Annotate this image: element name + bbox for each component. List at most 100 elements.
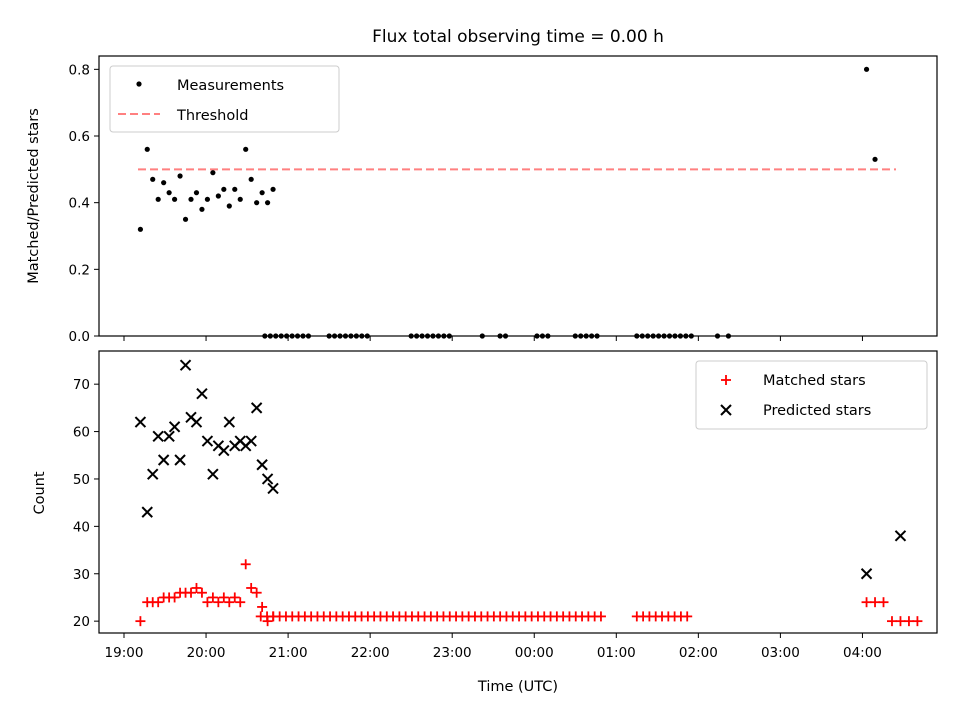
predicted-point-b [185, 411, 197, 424]
measurement-point [278, 333, 284, 339]
measurement-point [237, 196, 243, 202]
legend-predicted-label: Predicted stars [763, 403, 871, 419]
measurement-point [572, 333, 578, 339]
predicted-point-b [201, 435, 214, 447]
bottom-legend-box [695, 360, 928, 430]
matched-point [229, 592, 240, 603]
measurement-point [232, 186, 238, 192]
top-y-tick-label: 0.0 [69, 329, 90, 345]
measurement-point [683, 333, 689, 339]
top-y-tick-label: 0.8 [69, 62, 90, 78]
predicted-point [190, 416, 203, 428]
predicted-point-b [163, 430, 175, 443]
predicted-point [218, 444, 230, 457]
predicted-point [152, 430, 164, 443]
measurement-point [144, 146, 150, 152]
legend-measurement-marker [136, 81, 142, 87]
measurement-point [419, 333, 425, 339]
measurement-point [479, 333, 485, 339]
matched-point [595, 611, 606, 622]
measurement-point [353, 333, 359, 339]
measurement-point [264, 200, 271, 206]
measurement-point [259, 190, 265, 196]
measurement-point [248, 176, 254, 182]
measurement-point [243, 146, 249, 152]
measurement-point [534, 333, 540, 339]
top-y-tick-label: 0.4 [69, 196, 90, 212]
x-axis-label: Time (UTC) [477, 679, 558, 695]
matched-point [251, 587, 262, 598]
predicted-point [250, 402, 263, 414]
top-y-axis-label: Matched/Predicted stars [26, 108, 42, 284]
predicted-point [256, 459, 268, 471]
predicted-point-b [250, 402, 263, 414]
predicted-point-b [152, 430, 164, 443]
predicted-point [207, 468, 219, 480]
predicted-point-b [190, 416, 203, 428]
measurement-point [502, 333, 509, 339]
measurement-point [441, 333, 447, 339]
top-legend: Measurements Threshold [109, 65, 340, 133]
bottom-y-tick-label: 20 [73, 614, 90, 630]
measurement-point [300, 333, 306, 339]
measurement-point [589, 333, 595, 339]
predicted-point-b [141, 506, 153, 518]
matched-point [240, 559, 251, 570]
legend-predicted-marker [720, 404, 732, 416]
measurement-point [177, 173, 183, 179]
bottom-y-tick-label: 70 [73, 377, 90, 393]
matched-point [257, 601, 268, 612]
matched-point [213, 597, 224, 608]
x-tick-label: 03:00 [761, 645, 800, 661]
predicted-point [196, 387, 208, 400]
predicted-point [179, 359, 192, 371]
x-tick-label: 02:00 [679, 645, 718, 661]
measurement-point [364, 333, 370, 339]
legend-matched-label: Matched stars [763, 373, 866, 389]
predicted-point [201, 435, 214, 447]
measurement-point [182, 216, 189, 222]
predicted-point-b [894, 530, 907, 542]
measurement-point [408, 333, 414, 339]
measurement-point [430, 333, 436, 339]
measurement-point [188, 196, 194, 202]
matched-point [886, 616, 897, 627]
top-plot-frame [98, 55, 938, 337]
predicted-point [223, 416, 236, 428]
measurement-point [639, 333, 645, 339]
measurement-point [284, 333, 290, 339]
x-tick-label: 00:00 [515, 645, 554, 661]
measurement-point [725, 333, 732, 339]
predicted-point [174, 454, 186, 466]
predicted-point-b [212, 440, 225, 452]
predicted-point-b [234, 435, 246, 447]
measurement-point [193, 190, 200, 196]
measurement-point [672, 333, 678, 339]
matched-point [235, 597, 246, 608]
matched-point [202, 597, 213, 608]
matched-point [878, 597, 889, 608]
top-y-tick-label: 0.6 [69, 129, 90, 145]
measurement-point [863, 66, 870, 72]
legend-measurements-label: Measurements [177, 78, 284, 94]
measurement-point [210, 170, 216, 176]
predicted-point-b [261, 473, 274, 485]
matched-point [135, 616, 146, 627]
measurement-point [688, 333, 694, 339]
measurement-point [594, 333, 600, 339]
matched-point [191, 582, 202, 593]
count-panel: 20 30 40 50 60 70 19:00 20:00 21:00 22:00 23:00 00:… [73, 350, 938, 661]
measurement-point [661, 333, 667, 339]
matched-point [870, 597, 881, 608]
predicted-point-b [256, 459, 268, 471]
measurement-point [348, 333, 354, 339]
measurement-point [677, 333, 684, 339]
measurement-point [578, 333, 584, 339]
matched-point [207, 592, 218, 603]
legend-matched-marker [721, 375, 731, 385]
measurement-point [289, 333, 295, 339]
measurement-point [337, 333, 343, 339]
measurement-point [326, 333, 332, 339]
predicted-point-b [245, 435, 257, 447]
